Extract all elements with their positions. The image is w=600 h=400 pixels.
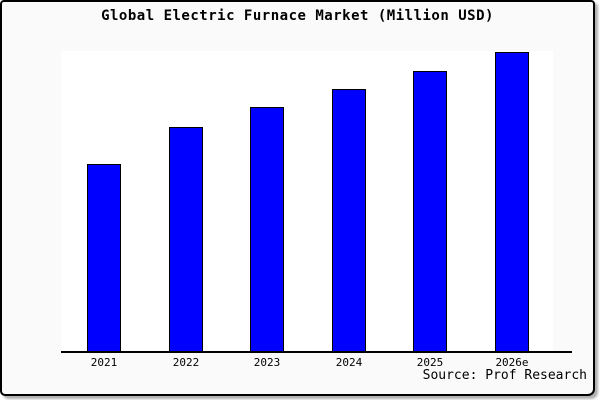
bar-2025 (413, 71, 447, 351)
bar-2022 (169, 127, 203, 351)
plot-area (61, 51, 553, 352)
source-note: Source: Prof Research (422, 368, 587, 383)
x-tick-label-2021: 2021 (90, 356, 118, 369)
x-tick-label-2024: 2024 (335, 356, 363, 369)
x-tick-label-2023: 2023 (253, 356, 281, 369)
bar-2021 (87, 164, 121, 351)
x-axis-line (61, 351, 572, 353)
x-tick-label-2026e: 2026e (495, 356, 529, 369)
bar-2024 (332, 89, 366, 351)
chart-title: Global Electric Furnace Market (Million … (101, 8, 494, 24)
bar-2023 (250, 107, 284, 351)
x-tick-label-2022: 2022 (172, 356, 200, 369)
bar-2026e (495, 52, 529, 351)
x-tick-label-2025: 2025 (416, 356, 444, 369)
